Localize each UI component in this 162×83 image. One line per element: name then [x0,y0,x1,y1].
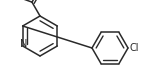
Text: N: N [20,39,27,49]
Text: HO: HO [0,0,15,2]
Text: Cl: Cl [130,43,139,53]
